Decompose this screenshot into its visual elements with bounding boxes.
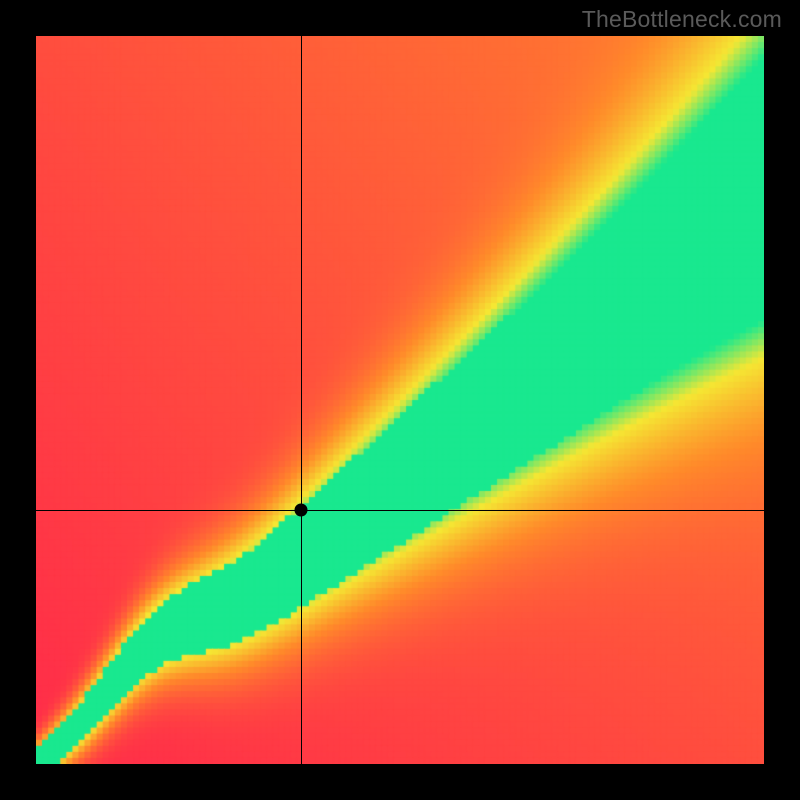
chart-container: TheBottleneck.com (0, 0, 800, 800)
heatmap-canvas (36, 36, 764, 764)
plot-area (36, 36, 764, 764)
crosshair-marker (294, 503, 307, 516)
crosshair-horizontal (36, 510, 764, 511)
watermark-text: TheBottleneck.com (582, 6, 782, 33)
crosshair-vertical (301, 36, 302, 764)
